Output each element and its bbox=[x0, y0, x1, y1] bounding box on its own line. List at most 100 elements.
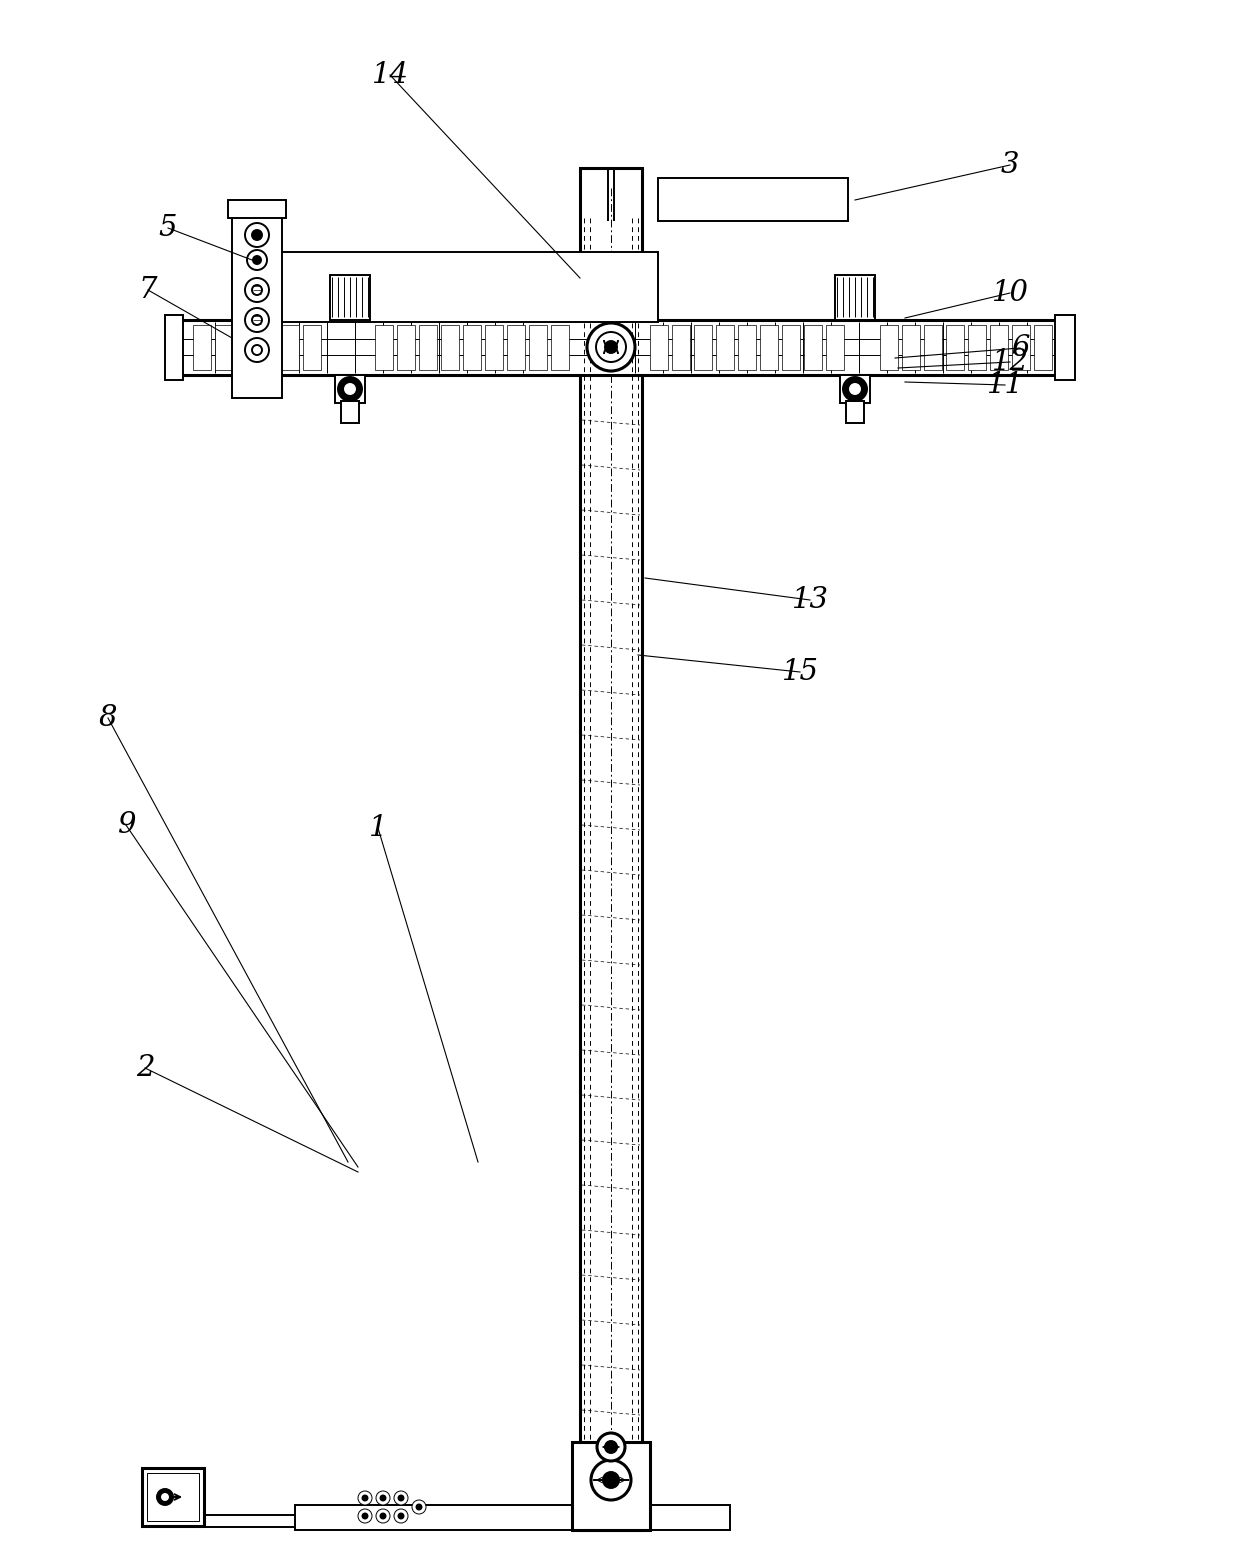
Bar bbox=[259, 325, 277, 370]
Circle shape bbox=[603, 1472, 619, 1488]
Circle shape bbox=[339, 377, 362, 402]
Circle shape bbox=[605, 341, 618, 353]
Text: 6: 6 bbox=[1011, 334, 1029, 363]
Bar bbox=[143, 1468, 205, 1525]
Bar bbox=[782, 325, 800, 370]
Bar bbox=[901, 325, 920, 370]
Bar bbox=[946, 325, 963, 370]
Bar bbox=[760, 325, 777, 370]
Bar bbox=[846, 402, 864, 424]
Bar bbox=[165, 316, 184, 380]
Bar bbox=[1012, 325, 1030, 370]
Bar bbox=[551, 325, 569, 370]
Bar bbox=[507, 325, 525, 370]
Circle shape bbox=[376, 1491, 391, 1505]
Bar bbox=[215, 325, 233, 370]
Circle shape bbox=[246, 224, 269, 247]
Bar bbox=[232, 216, 281, 399]
Bar bbox=[441, 325, 459, 370]
Circle shape bbox=[157, 1490, 174, 1505]
Circle shape bbox=[412, 1500, 427, 1515]
Text: 3: 3 bbox=[1001, 152, 1019, 180]
Text: 12: 12 bbox=[992, 349, 1028, 377]
Circle shape bbox=[362, 1513, 367, 1519]
Bar bbox=[990, 325, 1008, 370]
Bar bbox=[228, 200, 286, 217]
Bar bbox=[330, 275, 370, 320]
Bar bbox=[835, 275, 875, 320]
Bar bbox=[529, 325, 547, 370]
Bar bbox=[839, 375, 870, 403]
Text: 1: 1 bbox=[368, 814, 387, 842]
Circle shape bbox=[252, 316, 262, 325]
Bar bbox=[1034, 325, 1052, 370]
Circle shape bbox=[605, 1441, 618, 1454]
Bar bbox=[804, 325, 822, 370]
Circle shape bbox=[252, 284, 262, 295]
Circle shape bbox=[376, 1508, 391, 1522]
Bar bbox=[580, 167, 642, 1530]
Bar bbox=[237, 325, 255, 370]
Bar bbox=[694, 325, 712, 370]
Circle shape bbox=[162, 1494, 167, 1500]
Circle shape bbox=[247, 250, 267, 270]
Bar bbox=[650, 325, 668, 370]
Circle shape bbox=[362, 1496, 367, 1500]
Circle shape bbox=[843, 377, 867, 402]
Text: 9: 9 bbox=[117, 811, 135, 839]
Circle shape bbox=[417, 1505, 422, 1510]
Bar bbox=[148, 1472, 198, 1521]
Circle shape bbox=[252, 230, 262, 241]
Text: 5: 5 bbox=[159, 214, 177, 242]
Circle shape bbox=[358, 1508, 372, 1522]
Circle shape bbox=[246, 338, 269, 363]
Text: 15: 15 bbox=[781, 658, 818, 686]
Bar bbox=[968, 325, 986, 370]
Circle shape bbox=[596, 331, 626, 363]
Circle shape bbox=[253, 256, 260, 264]
Text: 11: 11 bbox=[987, 370, 1023, 399]
Text: 7: 7 bbox=[139, 277, 157, 303]
Bar bbox=[232, 252, 658, 322]
Circle shape bbox=[394, 1491, 408, 1505]
Circle shape bbox=[358, 1491, 372, 1505]
Bar bbox=[826, 325, 844, 370]
Circle shape bbox=[596, 1433, 625, 1461]
Bar bbox=[485, 325, 503, 370]
Bar bbox=[658, 178, 848, 220]
Circle shape bbox=[246, 308, 269, 331]
Circle shape bbox=[394, 1508, 408, 1522]
Bar bbox=[335, 375, 365, 403]
Bar bbox=[397, 325, 415, 370]
Bar bbox=[281, 325, 299, 370]
Bar bbox=[341, 402, 360, 424]
Bar bbox=[463, 325, 481, 370]
Bar bbox=[738, 325, 756, 370]
Circle shape bbox=[849, 384, 861, 394]
Circle shape bbox=[591, 1460, 631, 1500]
Circle shape bbox=[398, 1496, 403, 1500]
Circle shape bbox=[398, 1513, 403, 1519]
Circle shape bbox=[252, 345, 262, 355]
Bar bbox=[924, 325, 942, 370]
Bar bbox=[303, 325, 321, 370]
Text: 8: 8 bbox=[99, 703, 118, 731]
Bar bbox=[672, 325, 689, 370]
Circle shape bbox=[246, 278, 269, 302]
Text: 14: 14 bbox=[372, 61, 408, 89]
Bar bbox=[419, 325, 436, 370]
Text: 2: 2 bbox=[135, 1053, 154, 1082]
Bar bbox=[295, 1505, 730, 1530]
Bar bbox=[880, 325, 898, 370]
Bar bbox=[572, 1443, 650, 1530]
Bar bbox=[175, 320, 1060, 375]
Circle shape bbox=[381, 1513, 386, 1519]
Bar bbox=[715, 325, 734, 370]
Bar bbox=[374, 325, 393, 370]
Circle shape bbox=[345, 384, 355, 394]
Bar bbox=[193, 325, 211, 370]
Bar bbox=[1055, 316, 1075, 380]
Circle shape bbox=[587, 324, 635, 370]
Text: 10: 10 bbox=[992, 280, 1028, 306]
Text: 13: 13 bbox=[791, 586, 828, 614]
